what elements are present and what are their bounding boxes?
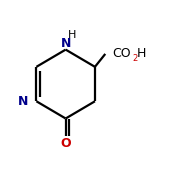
Text: N: N <box>60 37 71 50</box>
Text: O: O <box>60 137 71 150</box>
Text: H: H <box>137 47 147 60</box>
Text: 2: 2 <box>132 54 137 63</box>
Text: CO: CO <box>112 47 131 60</box>
Text: N: N <box>17 95 28 108</box>
Text: H: H <box>68 30 77 40</box>
